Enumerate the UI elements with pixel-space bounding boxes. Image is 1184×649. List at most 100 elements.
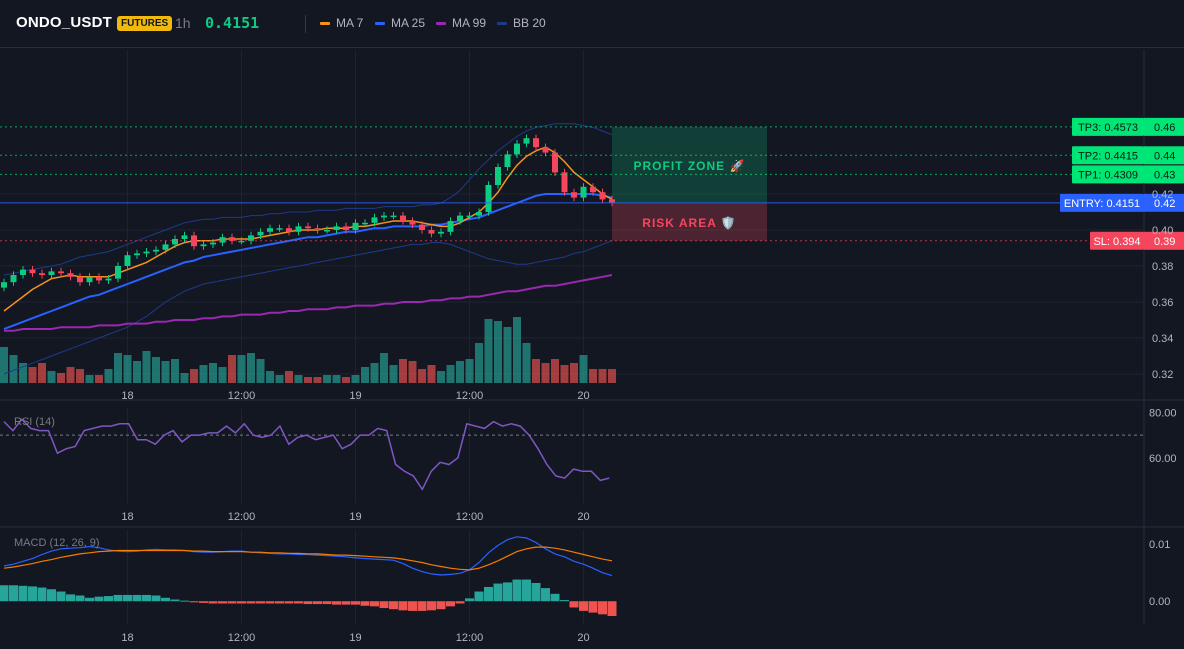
volume-bar [370, 363, 379, 383]
volume-bar [427, 365, 436, 383]
candle-body [134, 253, 140, 256]
macd-hist-bar [208, 601, 218, 604]
x-tick-label: 18 [121, 390, 133, 402]
profit-zone [612, 126, 767, 203]
risk-zone-label: RISK AREA 🛡️ [642, 216, 736, 230]
macd-hist-bar [341, 601, 351, 605]
candle-body [447, 221, 454, 232]
macd-hist-bar [161, 597, 170, 602]
volume-bar [209, 363, 217, 383]
level-tag-tp [1072, 117, 1144, 136]
candle-body [219, 237, 226, 243]
rsi-title: RSI (14) [14, 416, 55, 428]
legend-ma25[interactable]: MA 25 [375, 16, 425, 30]
rsi-line [3, 418, 610, 491]
grid-lines [0, 50, 1184, 624]
macd-hist-bar [550, 593, 560, 602]
candle-body [286, 228, 292, 232]
volume-bar [47, 371, 56, 383]
chart-header: ONDO_USDT FUTURES 1h 0.4151 MA 7 MA 25 M… [0, 0, 1184, 48]
candle-body [248, 235, 254, 241]
candle-body [86, 276, 93, 283]
volume-bar [237, 355, 246, 383]
volume-bars [0, 317, 616, 383]
volume-bar [579, 355, 588, 383]
ma7-swatch [320, 21, 330, 25]
macd-hist-bar [37, 587, 47, 602]
macd-hist-bar [322, 601, 332, 605]
x-tick-label: 12:00 [228, 511, 256, 523]
volume-bar [152, 357, 160, 383]
macd-hist-bar [370, 601, 379, 607]
macd-hist-bar [237, 601, 246, 604]
x-tick-label: 20 [577, 511, 589, 523]
bollinger-bands [3, 123, 613, 375]
axis-tag-tp [1144, 165, 1184, 184]
legend-bb20[interactable]: BB 20 [497, 16, 546, 30]
macd-hist-bar [389, 601, 398, 610]
macd-hist-bar [569, 601, 579, 608]
legend-ma99-label: MA 99 [452, 16, 487, 30]
candle-body [542, 147, 549, 153]
ma99-line [4, 274, 613, 332]
trade-levels: TP3: 0.4573 0.46 TP2: 0.4415 0.44 TP1: 0.430… [0, 117, 1184, 250]
legend-ma7[interactable]: MA 7 [320, 16, 363, 30]
volume-bar [408, 361, 417, 383]
candle-body [485, 185, 492, 212]
volume-bar [266, 371, 274, 383]
interval-selector[interactable]: 1h [175, 15, 191, 31]
candle-body [381, 215, 387, 218]
y-tick-label: 0.32 [1152, 369, 1173, 381]
macd-hist-bar [94, 596, 104, 602]
candle-body [599, 192, 606, 200]
candle-body [10, 275, 17, 283]
volume-bar [351, 375, 360, 383]
volume-bar [503, 327, 512, 383]
rsi-tick-label: 80.00 [1149, 408, 1177, 420]
macd-hist-bar [379, 601, 389, 609]
volume-bar [570, 363, 578, 383]
x-tick-label: 12:00 [228, 632, 256, 644]
candle-body [20, 269, 26, 275]
volume-bar [484, 319, 493, 383]
volume-bar [228, 355, 236, 383]
volume-bar [522, 343, 531, 383]
legend-ma99[interactable]: MA 99 [436, 16, 486, 30]
macd-hist-bar [56, 591, 66, 602]
macd-hist-bar [398, 601, 408, 611]
trade-zones: PROFIT ZONE 🚀 RISK AREA 🛡️ [612, 126, 767, 241]
macd-hist-bar [446, 601, 455, 607]
x-tick-label: 12:00 [456, 632, 484, 644]
macd-hist-bar [189, 601, 199, 603]
macd-hist-bar [227, 601, 237, 604]
macd-hist-bar [246, 601, 256, 604]
macd-hist-bar [104, 596, 113, 602]
macd-hist-bar [541, 588, 550, 602]
volume-bar [589, 369, 597, 383]
candle-body [124, 255, 131, 266]
macd-hist-bar [275, 601, 284, 604]
macd-hist-bar [531, 582, 541, 602]
volume-bar [190, 369, 198, 383]
macd-hist-bar [465, 598, 474, 602]
axis-tag-entry [1144, 193, 1184, 212]
candle-body [504, 154, 511, 167]
macd-hist-bar [199, 601, 208, 603]
volume-bar [85, 375, 94, 383]
legend-bb20-label: BB 20 [513, 16, 546, 30]
level-tag-sl [1090, 231, 1144, 250]
x-tick-label: 19 [349, 511, 361, 523]
macd-hist-bar [417, 601, 427, 611]
volume-bar [95, 375, 103, 383]
symbol-name[interactable]: ONDO_USDT [16, 14, 112, 31]
ma25-swatch [375, 21, 385, 25]
volume-bar [9, 355, 18, 383]
level-tag-tp [1072, 146, 1144, 165]
macd-hist-bar [408, 601, 417, 611]
candle-body [514, 143, 520, 155]
macd-hist-bar [265, 601, 275, 604]
volume-bar [532, 359, 540, 383]
candle-body [466, 215, 473, 218]
macd-hist-bar [522, 579, 531, 602]
